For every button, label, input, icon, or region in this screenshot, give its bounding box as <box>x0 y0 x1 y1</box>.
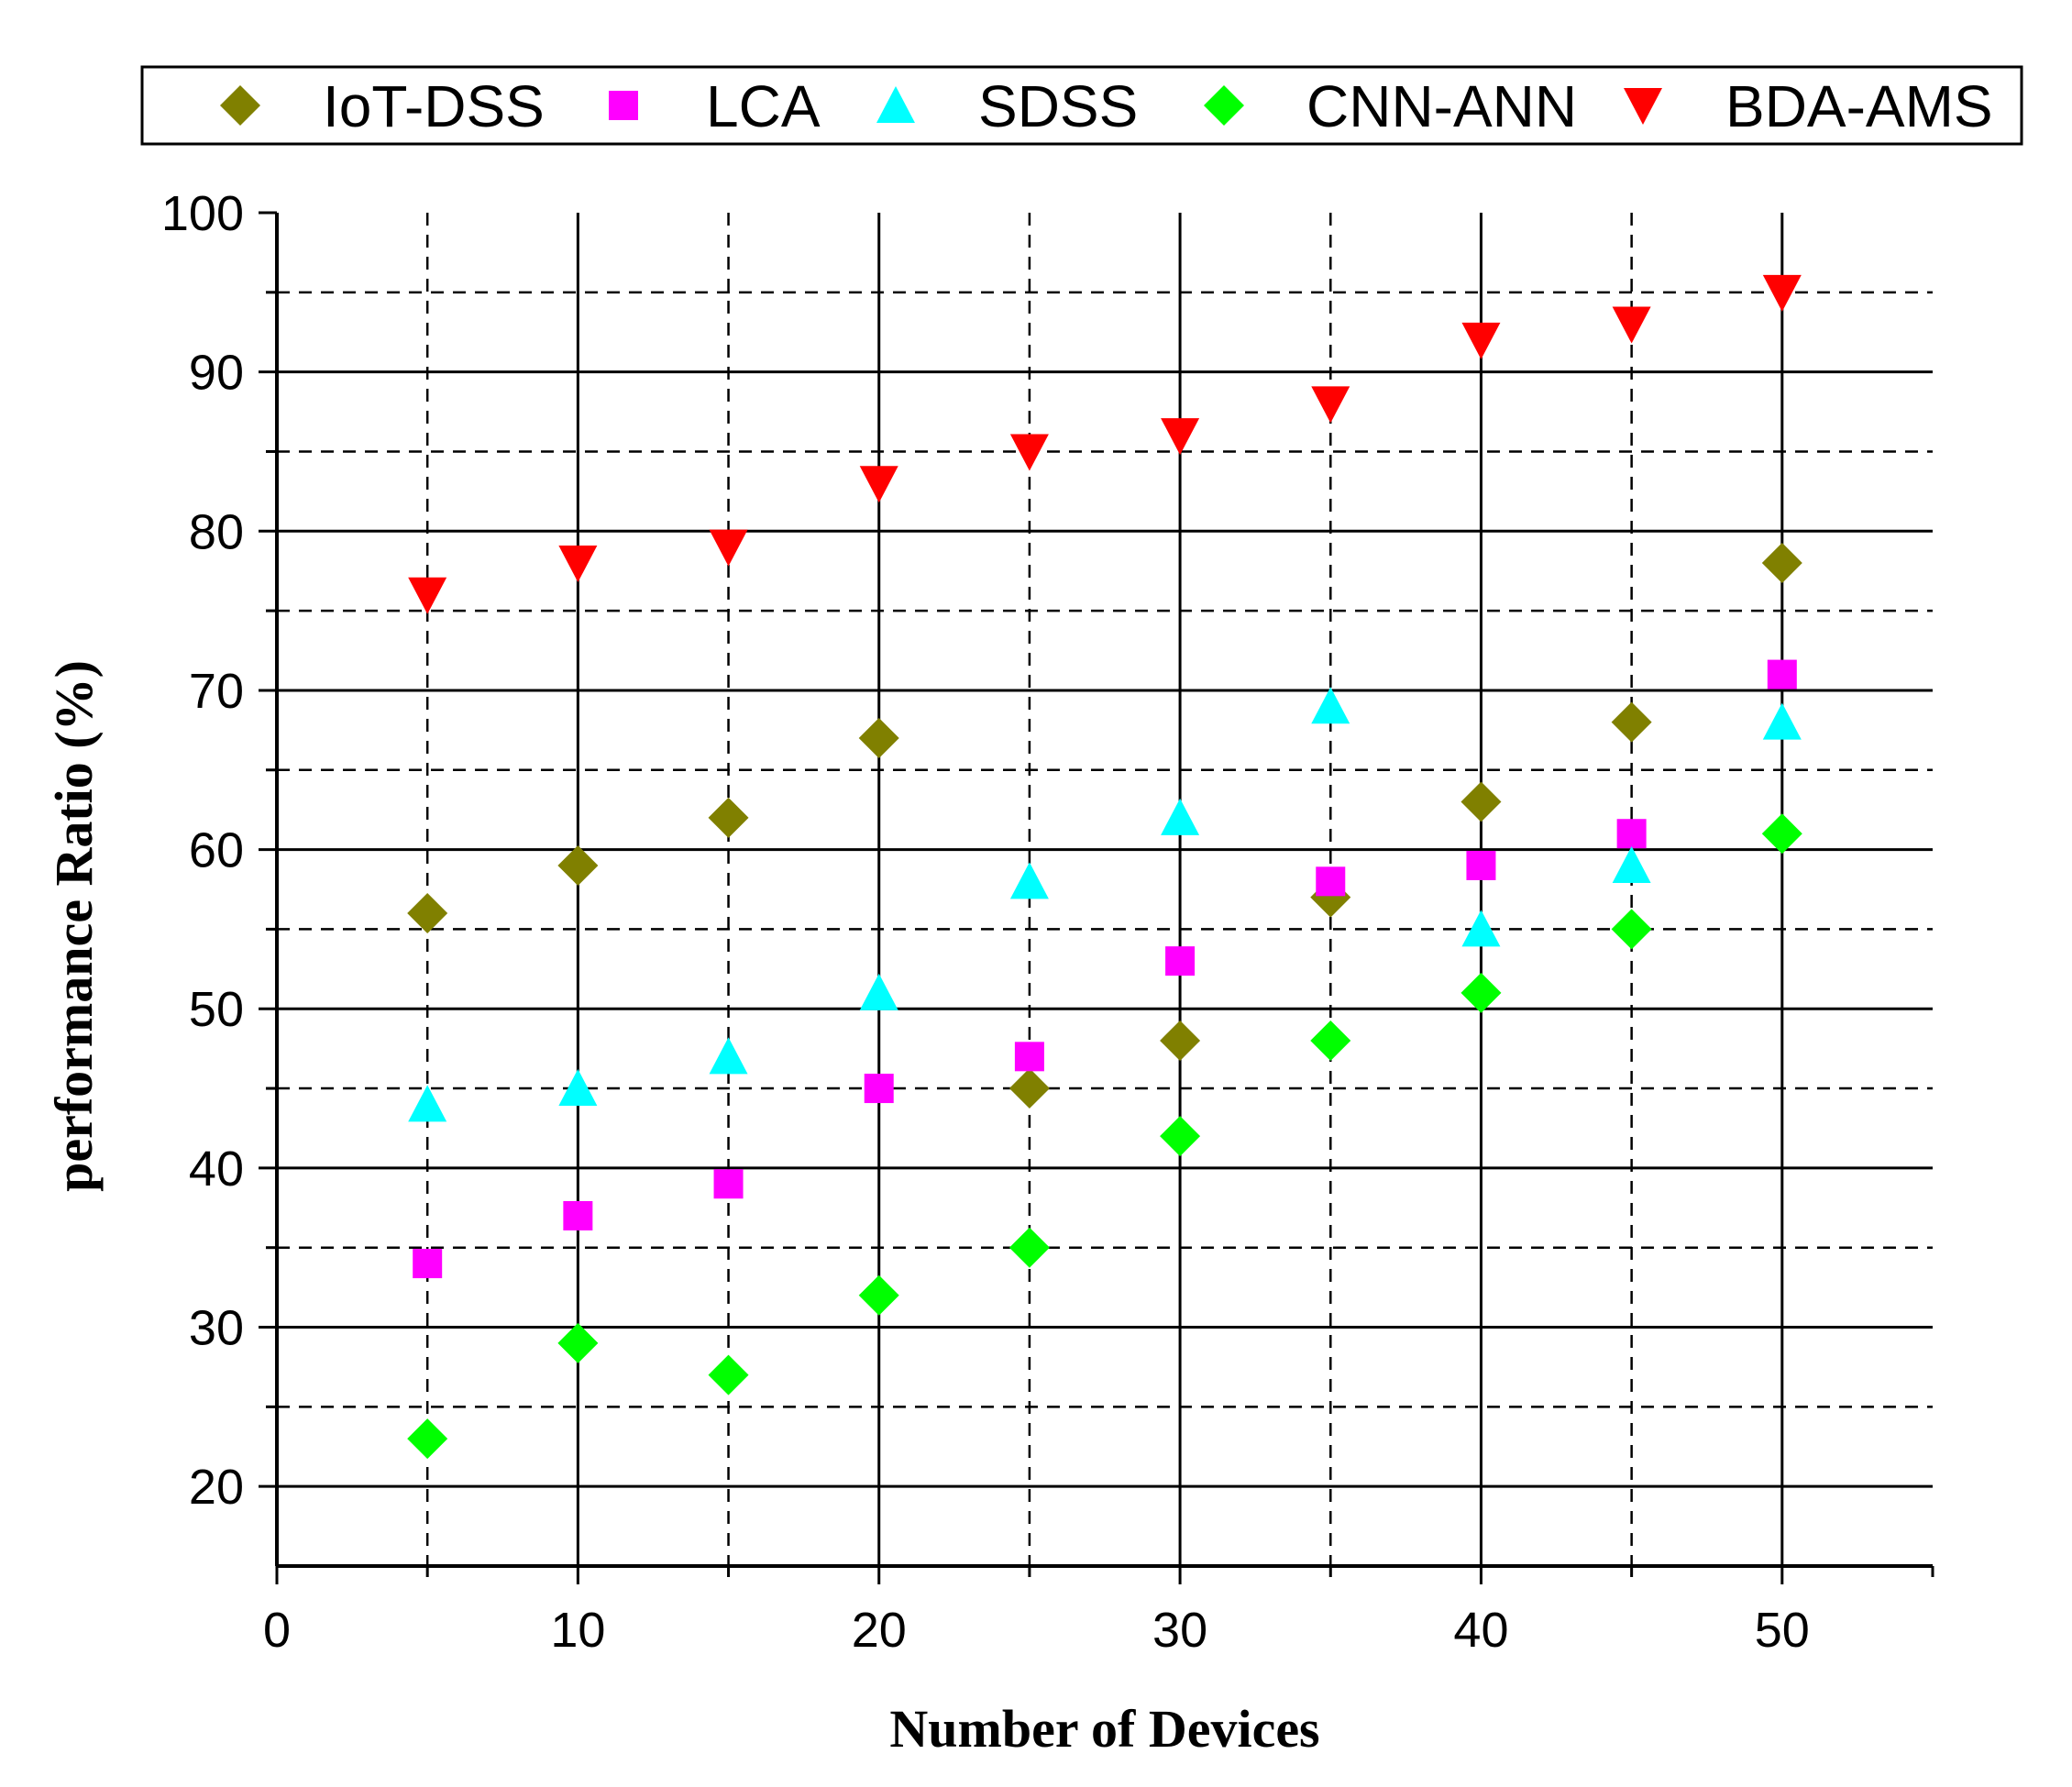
y-tick-label: 60 <box>189 823 244 878</box>
x-tick-label: 40 <box>1453 1603 1508 1658</box>
x-tick-label: 10 <box>550 1603 605 1658</box>
point-lca <box>1165 946 1196 976</box>
point-sdss <box>1612 845 1651 883</box>
legend-marker-iot-dss <box>220 85 260 126</box>
y-tick-label: 50 <box>189 982 244 1037</box>
point-sdss <box>709 1037 748 1075</box>
y-tick-label: 70 <box>189 664 244 719</box>
point-iot-dss <box>1761 543 1802 584</box>
point-iot-dss <box>1160 1020 1201 1061</box>
y-tick-label: 30 <box>189 1301 244 1356</box>
point-cnn-ann <box>858 1274 899 1316</box>
point-bda-ams <box>558 546 598 583</box>
y-axis-title: performance Ratio (%) <box>44 660 104 1192</box>
point-lca <box>1316 866 1346 897</box>
point-lca <box>713 1169 744 1199</box>
y-tick-label: 20 <box>189 1460 244 1515</box>
point-iot-dss <box>708 797 749 838</box>
legend: IoT-DSS LCA SDSS CNN-ANN BDA-AMS <box>140 65 2023 146</box>
legend-marker-sdss <box>876 86 915 123</box>
point-bda-ams <box>859 466 898 503</box>
point-cnn-ann <box>708 1354 749 1395</box>
point-sdss <box>1461 910 1501 947</box>
point-cnn-ann <box>407 1418 448 1460</box>
legend-label-cnn-ann: CNN-ANN <box>1306 73 1577 139</box>
point-sdss <box>1009 862 1049 899</box>
point-iot-dss <box>407 893 448 934</box>
legend-item-iot-dss: IoT-DSS <box>220 73 545 139</box>
point-iot-dss <box>557 844 599 886</box>
legend-item-lca: LCA <box>609 73 821 139</box>
point-lca <box>1616 819 1647 849</box>
point-cnn-ann <box>1460 972 1502 1013</box>
legend-item-sdss: SDSS <box>876 73 1138 139</box>
legend-marker-cnn-ann <box>1204 85 1244 126</box>
legend-label-sdss: SDSS <box>978 73 1138 139</box>
point-iot-dss <box>1008 1068 1050 1109</box>
point-bda-ams <box>408 577 447 614</box>
point-bda-ams <box>709 529 748 567</box>
point-cnn-ann <box>557 1322 599 1363</box>
legend-label-bda-ams: BDA-AMS <box>1725 73 1993 139</box>
gridlines <box>277 213 1933 1566</box>
point-lca <box>563 1200 593 1230</box>
point-iot-dss <box>1611 701 1652 743</box>
series-cnn-ann <box>407 813 1802 1460</box>
point-bda-ams <box>1161 418 1200 456</box>
x-tick-label: 20 <box>852 1603 907 1658</box>
legend-marker-bda-ams <box>1624 88 1662 125</box>
point-cnn-ann <box>1310 1020 1351 1061</box>
series-bda-ams <box>408 274 1802 614</box>
point-cnn-ann <box>1761 813 1802 855</box>
point-lca <box>1014 1042 1044 1072</box>
x-tick-label: 50 <box>1755 1603 1810 1658</box>
legend-marker-lca <box>609 91 638 120</box>
point-iot-dss <box>1460 781 1502 822</box>
x-tick-label: 0 <box>263 1603 291 1658</box>
point-sdss <box>1311 687 1350 724</box>
point-bda-ams <box>1612 306 1651 344</box>
point-lca <box>864 1074 894 1104</box>
legend-label-iot-dss: IoT-DSS <box>323 73 545 139</box>
axes <box>275 213 1933 1568</box>
legend-box <box>140 65 2023 146</box>
point-sdss <box>1762 702 1802 740</box>
legend-item-bda-ams: BDA-AMS <box>1624 73 1993 139</box>
point-lca <box>1767 659 1797 689</box>
point-lca <box>413 1249 443 1279</box>
y-tick-label: 90 <box>189 346 244 401</box>
point-sdss <box>408 1085 447 1122</box>
point-bda-ams <box>1311 386 1350 424</box>
point-sdss <box>558 1069 598 1107</box>
series-lca <box>413 659 1797 1279</box>
y-axis-ticks: 20 30 40 50 60 70 80 90 100 <box>161 186 277 1515</box>
point-sdss <box>1161 798 1200 835</box>
x-axis-ticks: 0 10 20 30 40 50 <box>263 1566 1934 1658</box>
y-tick-label: 100 <box>161 186 244 241</box>
point-bda-ams <box>1009 434 1049 471</box>
point-iot-dss <box>858 718 899 759</box>
point-cnn-ann <box>1008 1227 1050 1268</box>
legend-label-lca: LCA <box>706 73 821 139</box>
x-tick-label: 30 <box>1152 1603 1207 1658</box>
data-points <box>407 274 1802 1460</box>
series-sdss <box>408 687 1802 1122</box>
y-tick-label: 80 <box>189 504 244 559</box>
x-axis-title: Number of Devices <box>889 1699 1319 1759</box>
point-cnn-ann <box>1611 909 1652 950</box>
point-bda-ams <box>1762 274 1802 312</box>
legend-item-cnn-ann: CNN-ANN <box>1204 73 1577 139</box>
point-sdss <box>859 973 898 1010</box>
y-tick-label: 40 <box>189 1142 244 1197</box>
point-lca <box>1466 850 1496 880</box>
point-bda-ams <box>1461 322 1501 359</box>
point-cnn-ann <box>1160 1116 1201 1157</box>
